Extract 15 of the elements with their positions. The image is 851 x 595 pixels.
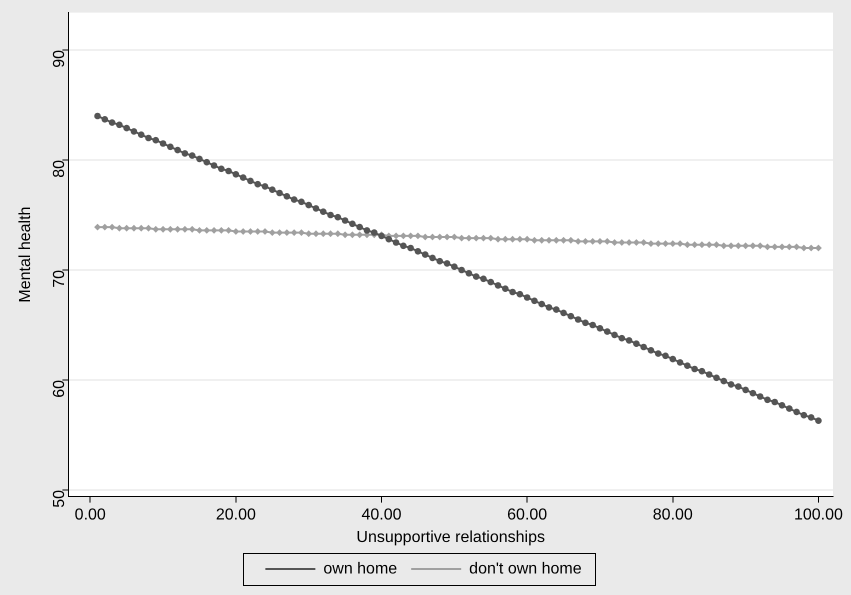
y-tick-label: 70 [50, 270, 68, 288]
x-tick-label: 40.00 [362, 506, 402, 524]
y-tick-label: 60 [50, 380, 68, 398]
legend-label: own home [323, 560, 398, 578]
x-tick-label: 80.00 [652, 506, 693, 524]
x-tick-label: 100.00 [794, 506, 844, 524]
x-tick-label: 20.00 [216, 506, 256, 524]
y-tick-label: 90 [50, 50, 68, 68]
legend-label: don't own home [469, 560, 582, 578]
x-tick-label: 60.00 [507, 506, 548, 524]
y-tick-label: 50 [50, 490, 68, 508]
y-axis-title: Mental health [17, 206, 34, 303]
x-tick-label: 0.00 [74, 506, 106, 524]
x-axis-title: Unsupportive relationships [356, 528, 545, 546]
y-tick-label: 80 [50, 160, 68, 178]
